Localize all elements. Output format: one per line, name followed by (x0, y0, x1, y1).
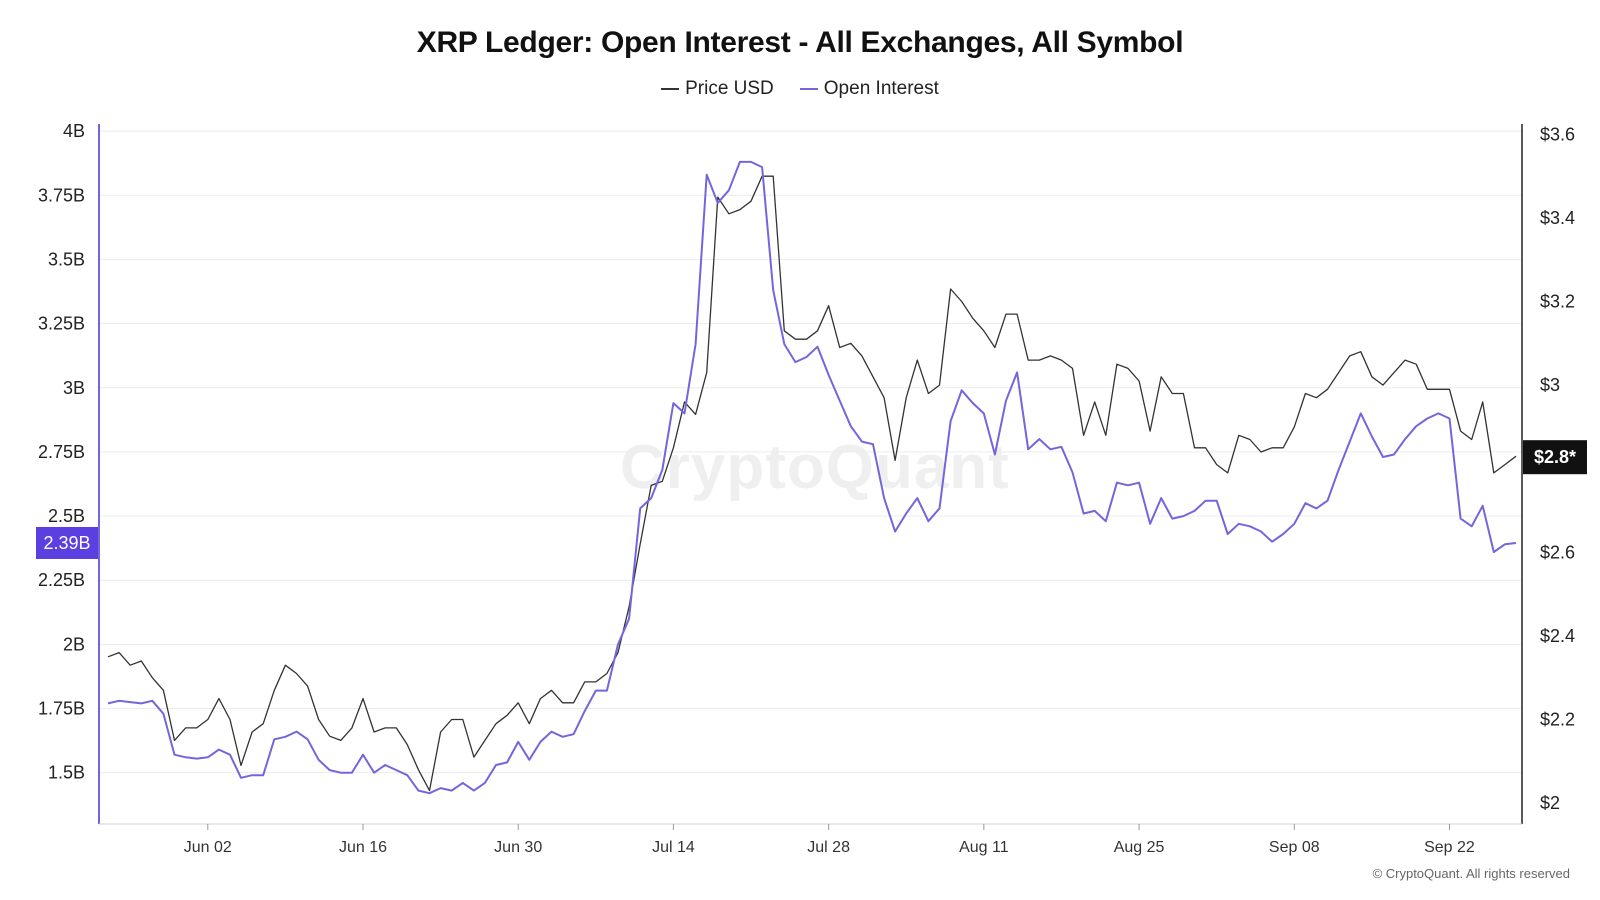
chart-title: XRP Ledger: Open Interest - All Exchange… (416, 26, 1184, 59)
y-right-tick-label: $2 (1540, 793, 1560, 813)
current-open-interest-label: 2.39B (43, 533, 90, 553)
x-tick-label: Jun 02 (184, 839, 232, 856)
y-left-tick-label: 4B (63, 121, 85, 141)
chart-legend: Price USD Open Interest (0, 78, 1600, 100)
legend-item-price[interactable]: Price USD (661, 78, 774, 100)
y-left-tick-label: 2.25B (38, 570, 85, 590)
y-left-tick-label: 3.25B (38, 314, 85, 334)
series-line-open-interest (107, 160, 1517, 795)
legend-swatch-open-interest (799, 88, 818, 90)
legend-swatch-price (661, 88, 680, 90)
legend-item-open-interest[interactable]: Open Interest (799, 78, 939, 100)
x-tick-label: Jun 16 (339, 839, 387, 856)
current-open-interest-badge (36, 527, 98, 560)
y-left-tick-label: 2.75B (38, 442, 85, 462)
y-left-tick-label: 3B (63, 378, 85, 398)
series-line-price (107, 175, 1517, 792)
y-right-tick-label: $3.6 (1540, 124, 1575, 144)
copyright-text: © CryptoQuant. All rights reserved (1372, 866, 1570, 881)
x-tick-label: Jul 14 (652, 839, 695, 856)
x-tick-label: Aug 11 (959, 839, 1009, 856)
y-left-tick-label: 2B (63, 634, 85, 654)
y-right-tick-label: $3.2 (1540, 292, 1575, 312)
y-left-tick-label: 1.5B (48, 763, 85, 783)
y-left-tick-label: 2.5B (48, 506, 85, 526)
legend-label-price: Price USD (685, 78, 774, 99)
current-price-label: $2.8* (1534, 447, 1576, 467)
current-price-badge (1523, 440, 1587, 475)
legend-label-open-interest: Open Interest (823, 78, 939, 99)
x-tick-label: Sep 22 (1424, 839, 1475, 856)
x-tick-label: Jun 30 (494, 839, 542, 856)
y-right-tick-label: $3 (1540, 375, 1560, 395)
x-tick-label: Jul 28 (807, 839, 850, 856)
y-right-tick-label: $2.2 (1540, 710, 1575, 730)
y-left-tick-label: 1.75B (38, 699, 85, 719)
y-right-tick-label: $2.6 (1540, 542, 1575, 562)
y-left-tick-label: 3.5B (48, 249, 85, 269)
y-left-tick-label: 3.75B (38, 185, 85, 205)
x-tick-label: Sep 08 (1269, 839, 1320, 856)
y-right-tick-label: $3.4 (1540, 208, 1575, 228)
x-tick-label: Aug 25 (1114, 839, 1165, 856)
y-right-tick-label: $2.4 (1540, 626, 1575, 646)
